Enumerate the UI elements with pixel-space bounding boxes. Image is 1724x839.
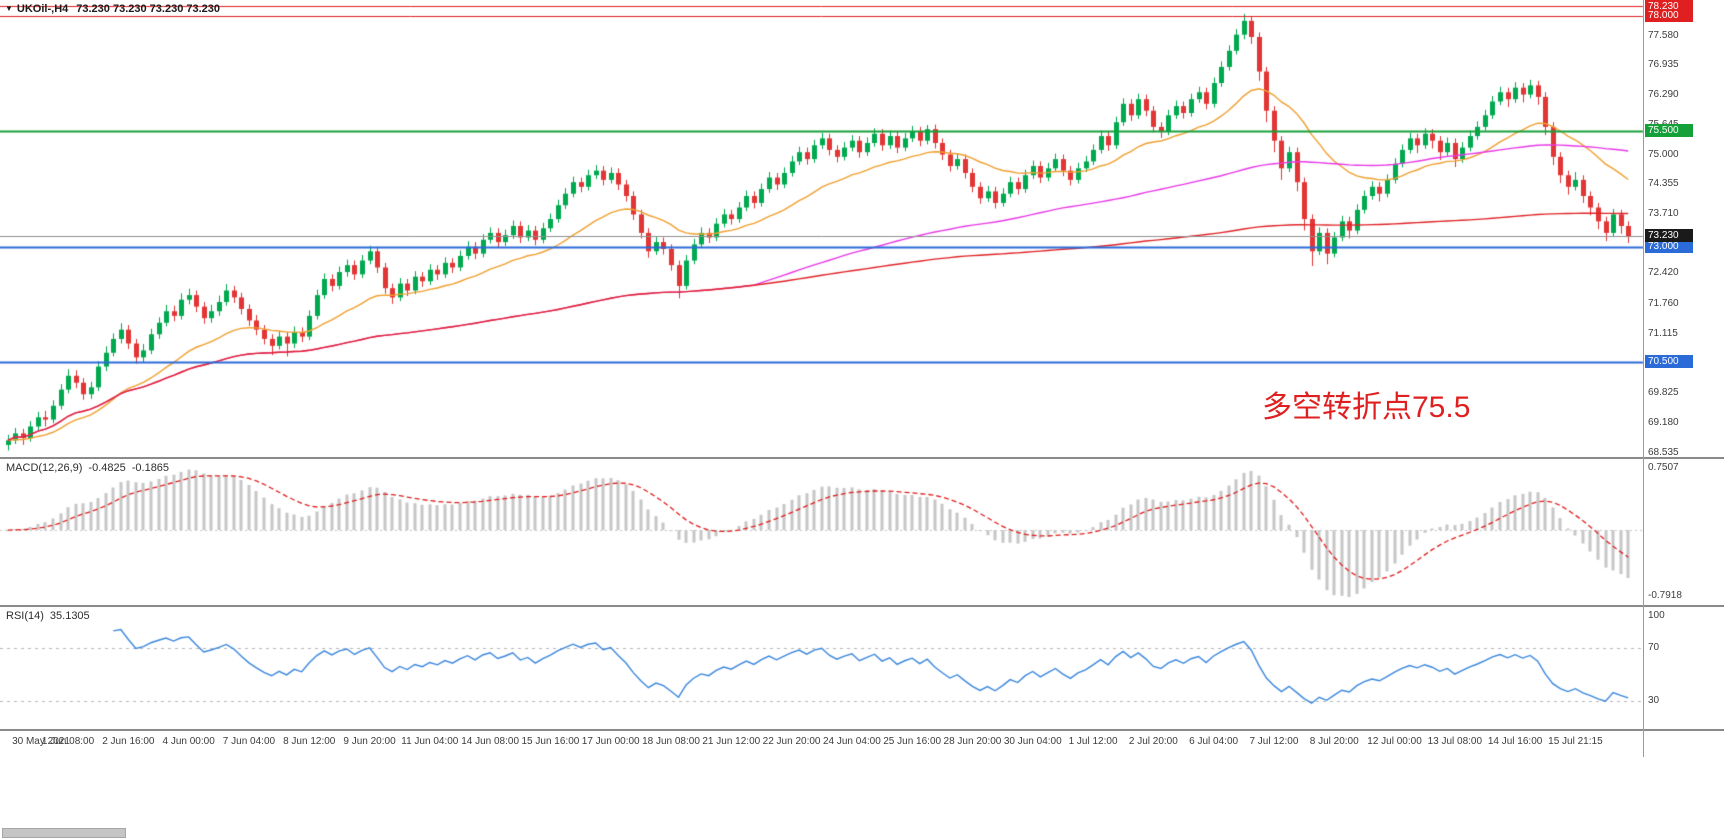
pane-separator[interactable]: [0, 605, 1724, 607]
date-axis-label: 18 Jun 08:00: [642, 736, 700, 747]
price-axis-tick: 75.645: [1648, 119, 1679, 130]
date-axis-label: 12 Jul 00:00: [1367, 736, 1422, 747]
rsi-indicator-label: RSI(14) 35.1305: [6, 610, 96, 622]
chart-canvas[interactable]: [0, 0, 1724, 757]
rsi-value: 35.1305: [49, 610, 90, 622]
date-axis-label: 8 Jul 20:00: [1309, 736, 1359, 747]
date-axis-label: 4 Jun 00:00: [162, 736, 215, 747]
ohlc-values: 73.230 73.230 73.230 73.230: [76, 3, 221, 15]
date-axis-label: 15 Jul 21:15: [1548, 736, 1603, 747]
date-axis-label: 13 Jul 08:00: [1427, 736, 1483, 747]
macd-axis-label: -0.7918: [1648, 590, 1682, 601]
bid-price-badge: 73.230: [1645, 229, 1693, 243]
price-axis-tick: 72.420: [1648, 267, 1679, 279]
price-axis-border: [1643, 0, 1644, 757]
pane-separator[interactable]: [0, 729, 1724, 731]
symbol-period-label: UKOil-,H4: [16, 3, 69, 15]
rsi-axis-label: 70: [1648, 642, 1660, 654]
date-axis-label: 1 Jun 08:00: [41, 736, 95, 747]
date-axis-label: 14 Jul 16:00: [1487, 736, 1543, 747]
date-axis-label: 2 Jun 16:00: [102, 736, 155, 747]
price-level-badge: 78.000: [1645, 9, 1693, 23]
date-axis-label: 6 Jul 04:00: [1189, 736, 1239, 747]
price-axis-tick: 69.825: [1648, 387, 1679, 399]
date-axis-label: 28 Jun 20:00: [943, 736, 1002, 747]
price-axis-tick: 68.535: [1648, 446, 1679, 458]
price-level-badge: 70.500: [1645, 354, 1693, 368]
price-axis-tick: 74.355: [1648, 178, 1679, 190]
price-axis-tick: 71.760: [1648, 297, 1679, 309]
price-axis-tick: 69.180: [1648, 416, 1679, 428]
chart-annotation[interactable]: 多空转折点75.5: [1262, 391, 1471, 424]
rsi-name: RSI(14): [6, 610, 44, 622]
date-axis-label: 24 Jun 04:00: [822, 736, 881, 747]
date-axis-label: 2 Jul 20:00: [1128, 736, 1178, 747]
date-axis-label: 11 Jun 04:00: [401, 736, 459, 747]
price-level-badge: 73.000: [1645, 239, 1693, 253]
price-axis-tick: 75.000: [1648, 148, 1679, 160]
price-axis-tick: 73.710: [1648, 207, 1679, 219]
date-axis-label: 17 Jun 00:00: [581, 736, 640, 747]
rsi-axis-label: 100: [1648, 610, 1665, 621]
macd-name: MACD(12,26,9): [6, 462, 83, 474]
macd-indicator-label: MACD(12,26,9) -0.4825 -0.1865: [6, 462, 175, 474]
date-axis-label: 1 Jul 12:00: [1068, 736, 1118, 747]
macd-signal-value: -0.1865: [131, 462, 170, 474]
date-axis-label: 30 Jun 04:00: [1003, 736, 1062, 747]
date-axis-label: 14 Jun 08:00: [461, 736, 520, 747]
price-axis-tick: 76.290: [1648, 89, 1679, 101]
symbol-info: ▼ UKOil-,H4 73.230 73.230 73.230 73.230: [5, 3, 220, 15]
macd-axis-label: 0.7507: [1648, 462, 1679, 473]
date-axis-label: 25 Jun 16:00: [883, 736, 942, 747]
date-axis-label: 7 Jun 04:00: [222, 736, 276, 747]
date-axis-label: 7 Jul 12:00: [1249, 736, 1299, 747]
date-axis-label: 21 Jun 12:00: [702, 736, 761, 747]
date-axis-label: 15 Jun 16:00: [521, 736, 580, 747]
date-axis-label: 9 Jun 20:00: [343, 736, 396, 747]
price-level-badge: 75.500: [1645, 124, 1693, 138]
rsi-axis-label: 30: [1648, 694, 1660, 706]
price-axis-tick: 77.580: [1648, 29, 1679, 41]
symbol-dropdown-icon[interactable]: ▼: [5, 4, 13, 13]
date-axis-label: 8 Jun 12:00: [283, 736, 336, 747]
pane-separator[interactable]: [0, 457, 1724, 459]
price-axis-tick: 76.935: [1648, 59, 1679, 71]
bottom-strip: [0, 757, 1724, 839]
horizontal-scrollbar-thumb[interactable]: [2, 828, 126, 838]
price-axis-tick: 71.115: [1648, 327, 1678, 339]
date-axis-label: 22 Jun 20:00: [762, 736, 821, 747]
macd-main-value: -0.4825: [88, 462, 126, 474]
date-axis-label: 30 May 2021: [12, 736, 70, 747]
